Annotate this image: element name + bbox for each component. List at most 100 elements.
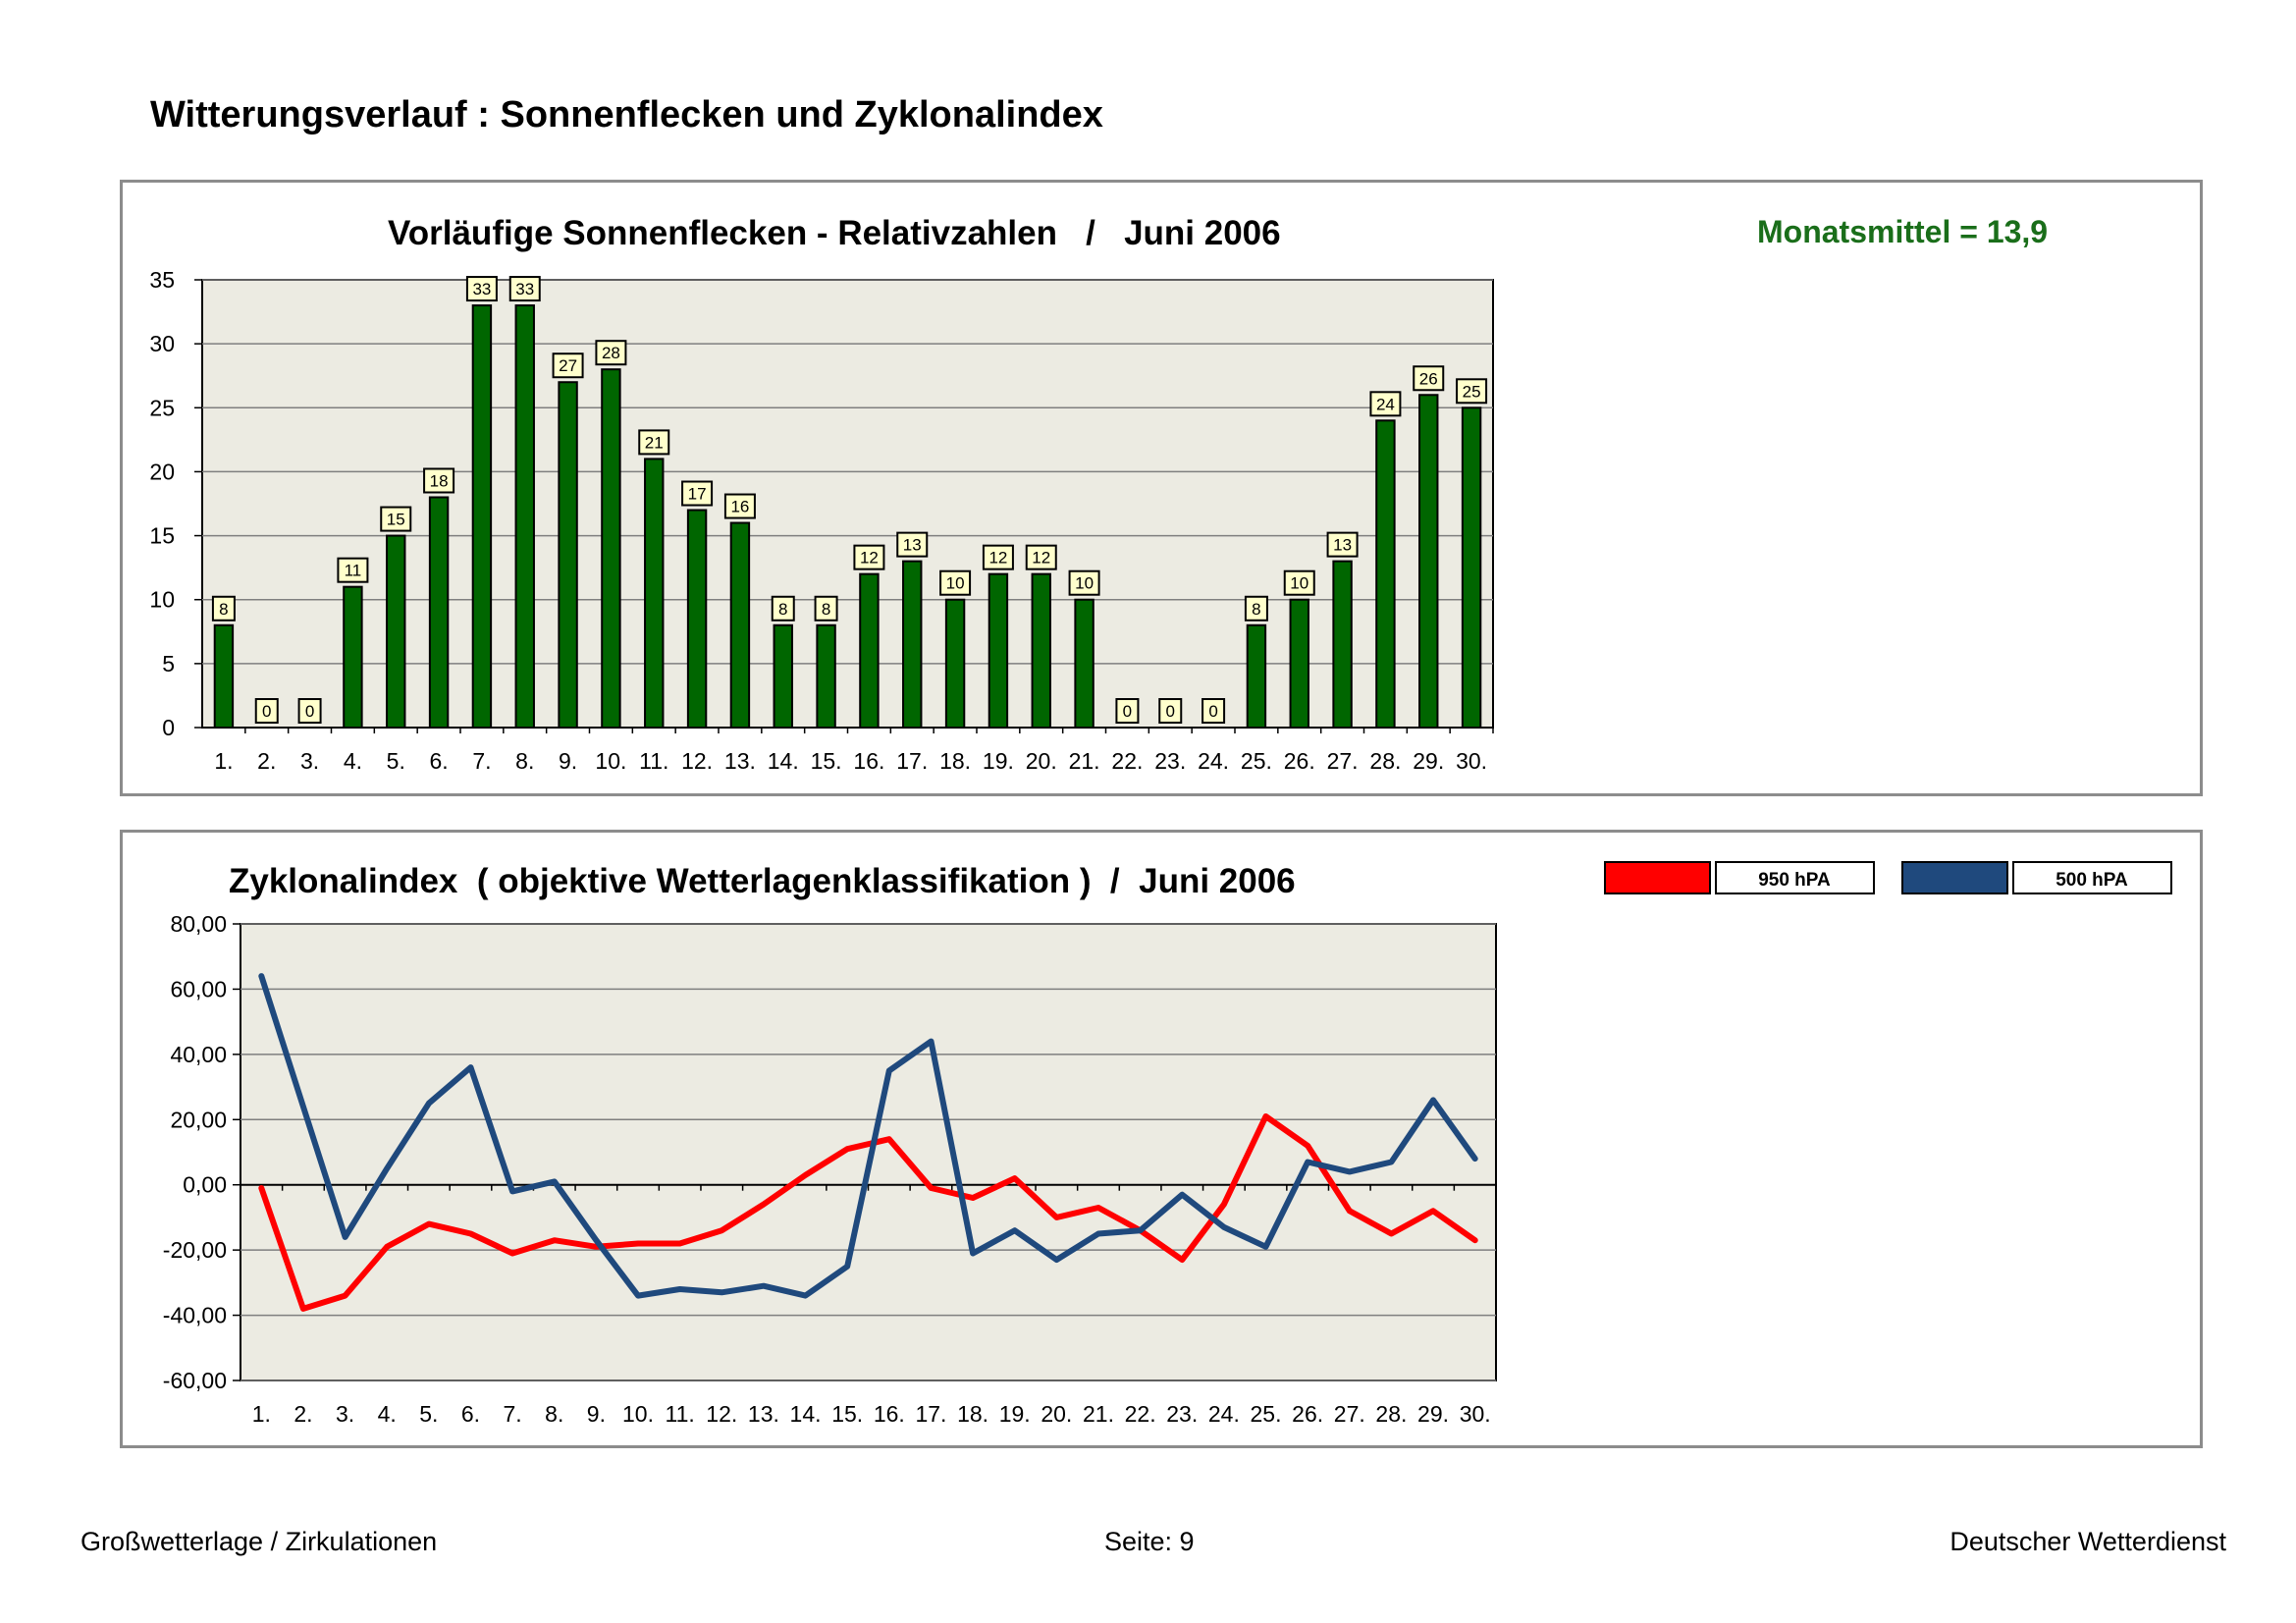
series-950-hpa-line <box>258 1113 1478 1312</box>
sunspot-x-tick-label: 23. <box>1154 748 1186 774</box>
sunspot-bar <box>729 521 751 729</box>
sunspot-data-label-box <box>1456 378 1488 405</box>
cyclonal-plot-area <box>240 923 1497 1381</box>
legend-500-swatch <box>1901 861 2008 894</box>
cyclonal-x-tick-label: 24. <box>1208 1401 1240 1427</box>
sunspot-data-label: 15 <box>387 511 405 529</box>
cyclonal-x-tick-label: 4. <box>378 1401 397 1427</box>
sunspot-data-label-box <box>423 467 455 494</box>
sunspot-data-label-box <box>1025 544 1057 570</box>
sunspot-bar <box>1074 598 1095 730</box>
footer-right: Deutscher Wetterdienst <box>1949 1527 2226 1556</box>
sunspot-x-tick-label: 8. <box>515 748 534 774</box>
sunspot-x-tick-label: 13. <box>724 748 756 774</box>
cyclonal-y-tick-label: 80,00 <box>170 911 227 937</box>
cyclonal-x-tick-label: 30. <box>1460 1401 1491 1427</box>
sunspot-data-label: 0 <box>1208 702 1217 721</box>
sunspot-data-label: 27 <box>559 356 577 375</box>
sunspot-data-label-box <box>814 595 838 622</box>
cyclonal-y-tick-label: -20,00 <box>163 1237 227 1263</box>
sunspot-chart-title: Vorläufige Sonnenflecken - Relativzahlen… <box>388 214 1281 252</box>
sunspot-x-tick-label: 17. <box>896 748 928 774</box>
legend-500-label: 500 hPA <box>2056 870 2128 891</box>
sunspot-x-tick-label: 6. <box>429 748 448 774</box>
sunspot-data-label-box <box>508 276 541 302</box>
sunspot-y-tick-label: 15 <box>149 523 175 549</box>
sunspot-x-tick-label: 28. <box>1369 748 1401 774</box>
cyclonal-y-tick-label: -40,00 <box>163 1303 227 1328</box>
cyclonal-index-chart-panel: Zyklonalindex ( objektive Wetterlagenkla… <box>120 830 2203 1448</box>
sunspot-data-label-box <box>254 698 279 724</box>
sunspot-data-label: 0 <box>1123 702 1132 721</box>
sunspot-x-tick-label: 18. <box>939 748 971 774</box>
sunspot-data-label-box <box>853 544 885 570</box>
sunspot-x-tick-label: 26. <box>1284 748 1315 774</box>
sunspot-data-label: 18 <box>430 471 449 490</box>
sunspot-data-label-box <box>1283 569 1315 596</box>
cyclonal-x-tick-label: 25. <box>1251 1401 1282 1427</box>
sunspot-data-label: 12 <box>988 549 1007 568</box>
cyclonal-x-tick-label: 22. <box>1125 1401 1156 1427</box>
sunspot-data-label-box <box>380 506 412 532</box>
cyclonal-x-tick-label: 23. <box>1166 1401 1198 1427</box>
cyclonal-x-tick-label: 2. <box>294 1401 312 1427</box>
sunspot-x-tick-label: 16. <box>853 748 884 774</box>
series-500-hpa-line <box>258 973 1478 1299</box>
cyclonal-y-tick-label: 40,00 <box>170 1042 227 1067</box>
cyclonal-x-tick-label: 27. <box>1334 1401 1365 1427</box>
cyclonal-x-tick-label: 15. <box>831 1401 863 1427</box>
cyclonal-y-tick-label: -60,00 <box>163 1368 227 1393</box>
cyclonal-x-tick-label: 6. <box>461 1401 480 1427</box>
sunspot-data-label-box <box>1158 698 1183 724</box>
sunspot-data-label: 16 <box>730 498 749 516</box>
sunspot-x-tick-label: 11. <box>639 748 668 774</box>
sunspot-data-label: 8 <box>778 600 787 619</box>
sunspot-y-tick-label: 20 <box>149 459 175 484</box>
sunspot-bar <box>773 623 793 729</box>
sunspot-data-label: 11 <box>345 562 362 580</box>
sunspot-x-tick-label: 21. <box>1069 748 1100 774</box>
cyclonal-x-tick-label: 5. <box>419 1401 438 1427</box>
sunspot-x-tick-label: 25. <box>1241 748 1272 774</box>
sunspot-bar <box>1246 623 1267 729</box>
cyclonal-x-tick-label: 26. <box>1292 1401 1323 1427</box>
sunspot-data-label-box <box>896 531 929 558</box>
page-title: Witterungsverlauf : Sonnenflecken und Zy… <box>150 94 1103 135</box>
sunspot-bar <box>1375 419 1396 729</box>
sunspot-y-tick-label: 25 <box>149 395 175 420</box>
cyclonal-y-tick-label: 0,00 <box>183 1172 227 1198</box>
sunspot-data-label: 25 <box>1463 382 1481 401</box>
sunspot-bar <box>558 381 578 729</box>
cyclonal-x-tick-label: 10. <box>622 1401 654 1427</box>
sunspot-x-tick-label: 2. <box>257 748 276 774</box>
sunspot-data-label-box <box>337 557 369 583</box>
cyclonal-x-tick-label: 16. <box>874 1401 905 1427</box>
sunspot-x-tick-label: 9. <box>559 748 577 774</box>
sunspot-data-label: 12 <box>860 549 879 568</box>
sunspot-data-label: 24 <box>1376 395 1395 413</box>
sunspot-bar <box>471 304 493 730</box>
sunspot-data-label-box <box>1115 698 1140 724</box>
sunspot-data-label: 33 <box>472 280 491 298</box>
sunspot-data-label: 26 <box>1419 369 1438 388</box>
sunspot-x-tick-label: 10. <box>595 748 626 774</box>
cyclonal-y-tick-label: 20,00 <box>170 1107 227 1132</box>
cyclonal-x-tick-label: 20. <box>1041 1401 1072 1427</box>
sunspot-bar <box>859 572 880 729</box>
legend-950-swatch <box>1604 861 1711 894</box>
sunspot-bar <box>1289 598 1309 730</box>
cyclonal-x-tick-label: 21. <box>1083 1401 1114 1427</box>
sunspot-data-label-box <box>1413 365 1445 392</box>
sunspot-data-label-box <box>1201 698 1226 724</box>
sunspot-x-tick-label: 1. <box>214 748 233 774</box>
sunspot-data-label-box <box>465 276 498 302</box>
sunspot-data-label-box <box>1369 391 1402 417</box>
monthly-mean-label: Monatsmittel = 13,9 <box>1757 214 2048 249</box>
sunspot-bar <box>1031 572 1051 729</box>
sunspot-x-tick-label: 3. <box>300 748 319 774</box>
cyclonal-x-tick-label: 12. <box>706 1401 737 1427</box>
sunspot-x-tick-label: 12. <box>681 748 713 774</box>
cyclonal-x-tick-label: 9. <box>587 1401 606 1427</box>
sunspot-x-tick-label: 30. <box>1456 748 1487 774</box>
sunspot-bar <box>601 368 621 729</box>
